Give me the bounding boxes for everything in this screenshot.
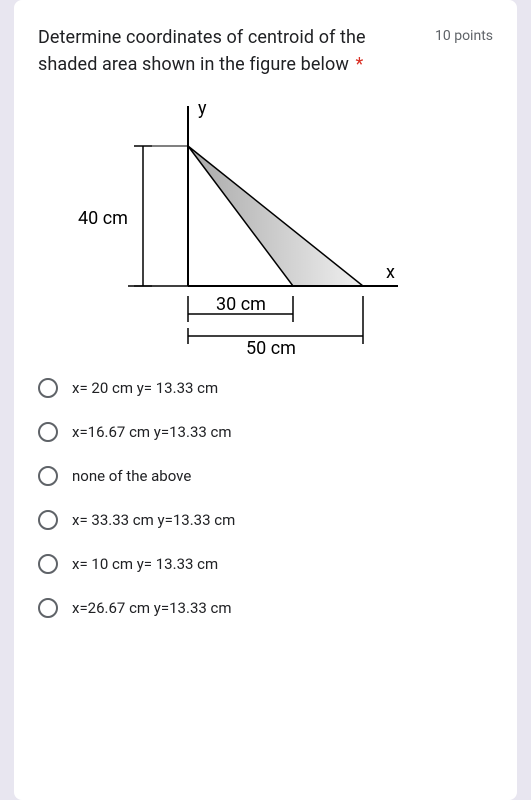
option-1[interactable]: x=16.67 cm y=13.33 cm bbox=[38, 410, 493, 454]
question-header: Determine coordinates of centroid of the… bbox=[38, 24, 493, 78]
y-axis-label: y bbox=[198, 98, 207, 119]
radio-icon bbox=[38, 466, 58, 486]
option-0[interactable]: x= 20 cm y= 13.33 cm bbox=[38, 366, 493, 410]
radio-icon bbox=[38, 510, 58, 530]
question-text-span: Determine coordinates of centroid of the… bbox=[38, 27, 366, 75]
radio-icon bbox=[38, 598, 58, 618]
dim-50cm: 50 cm bbox=[246, 338, 296, 356]
option-label: x=26.67 cm y=13.33 cm bbox=[72, 599, 232, 617]
dim-40cm: 40 cm bbox=[78, 208, 128, 229]
option-4[interactable]: x= 10 cm y= 13.33 cm bbox=[38, 542, 493, 586]
option-label: x= 10 cm y= 13.33 cm bbox=[72, 555, 218, 573]
option-label: none of the above bbox=[72, 467, 191, 485]
dim-30cm: 30 cm bbox=[216, 294, 266, 315]
option-label: x= 33.33 cm y=13.33 cm bbox=[72, 511, 235, 529]
option-3[interactable]: x= 33.33 cm y=13.33 cm bbox=[38, 498, 493, 542]
option-2[interactable]: none of the above bbox=[38, 454, 493, 498]
radio-icon bbox=[38, 378, 58, 398]
required-indicator: * bbox=[356, 54, 364, 75]
option-label: x= 20 cm y= 13.33 cm bbox=[72, 379, 218, 397]
question-card: Determine coordinates of centroid of the… bbox=[14, 0, 517, 800]
option-5[interactable]: x=26.67 cm y=13.33 cm bbox=[38, 586, 493, 630]
options-group: x= 20 cm y= 13.33 cm x=16.67 cm y=13.33 … bbox=[38, 366, 493, 630]
radio-icon bbox=[38, 554, 58, 574]
x-axis-label: x bbox=[386, 262, 395, 283]
radio-icon bbox=[38, 422, 58, 442]
figure-svg: y x 40 cm 30 cm 50 cm bbox=[38, 96, 418, 356]
points-label: 10 points bbox=[435, 24, 493, 44]
option-label: x=16.67 cm y=13.33 cm bbox=[72, 423, 232, 441]
figure-container: y x 40 cm 30 cm 50 cm bbox=[38, 96, 493, 356]
question-text: Determine coordinates of centroid of the… bbox=[38, 24, 425, 78]
